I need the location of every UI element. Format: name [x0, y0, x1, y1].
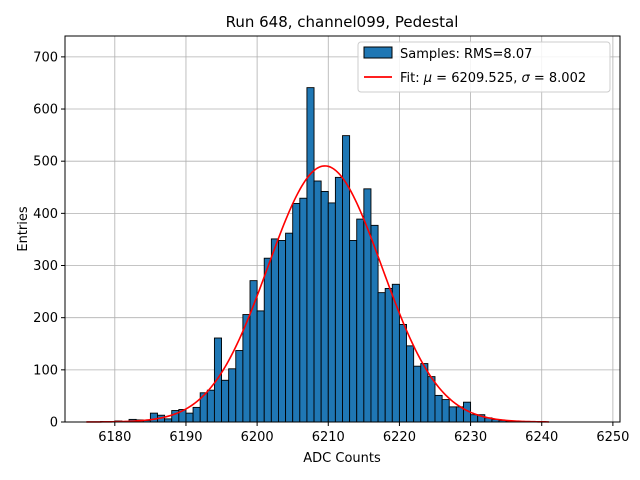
histogram-bar	[228, 368, 237, 423]
plot-frame	[64, 35, 621, 423]
histogram-bar	[263, 257, 272, 423]
y-axis-label: Entries	[16, 206, 31, 252]
fit-curve	[86, 165, 549, 423]
histogram-bar	[299, 197, 308, 423]
x-tick-label: 6230	[454, 430, 487, 445]
y-tick-label: 300	[33, 259, 58, 274]
x-tick-label: 6210	[312, 430, 345, 445]
histogram-bar	[434, 394, 443, 423]
legend-label-fit: Fit: μ = 6209.525, σ = 8.002	[400, 71, 586, 86]
histogram-bar	[306, 87, 315, 423]
histogram-bar	[398, 324, 407, 423]
y-axis-ticks: 0 100 200 300 400 500 600 700	[33, 50, 65, 431]
histogram-bar	[149, 412, 158, 423]
histogram-bar	[221, 379, 230, 423]
histogram-bar	[206, 389, 215, 423]
legend-box	[357, 41, 611, 93]
histogram-bar	[313, 180, 322, 423]
y-tick-label: 400	[33, 207, 58, 222]
histogram-bar	[455, 406, 464, 423]
y-tick-label: 200	[33, 311, 58, 326]
histogram-bar	[256, 310, 265, 423]
chart-title: Run 648, channel099, Pedestal	[226, 13, 459, 31]
histogram-bar	[192, 406, 201, 423]
legend: Samples: RMS=8.07 Fit: μ = 6209.525, σ =…	[357, 41, 611, 93]
histogram-bar	[334, 176, 343, 423]
histogram-bar	[213, 337, 222, 423]
histogram-bar	[320, 190, 329, 423]
histogram-bar	[278, 240, 287, 423]
x-axis-label: ADC Counts	[303, 451, 381, 466]
histogram-bar	[406, 345, 415, 423]
histogram-bar	[349, 240, 358, 423]
y-tick-label: 500	[33, 155, 58, 170]
x-axis-ticks: 6180 6190 6200 6210 6220 6230 6240 6250	[98, 422, 629, 445]
legend-label-samples: Samples: RMS=8.07	[400, 47, 532, 62]
histogram-bar	[441, 399, 450, 423]
histogram-bar	[185, 412, 194, 423]
y-tick-label: 700	[33, 50, 58, 65]
histogram-bar	[292, 202, 301, 423]
histogram-bar	[356, 218, 365, 423]
x-tick-label: 6190	[169, 430, 202, 445]
histogram-bar	[235, 350, 244, 423]
histogram-bar	[420, 363, 429, 423]
histogram-bar	[413, 365, 422, 423]
legend-swatch-samples	[363, 46, 393, 59]
y-tick-label: 600	[33, 103, 58, 118]
histogram-bar	[270, 238, 279, 423]
histogram-bar	[327, 202, 336, 423]
histogram-bars	[100, 87, 536, 423]
histogram-bar	[384, 288, 393, 423]
y-tick-label: 0	[50, 416, 58, 431]
histogram-bar	[285, 232, 294, 423]
histogram-bar	[427, 376, 436, 423]
histogram-bar	[249, 280, 258, 423]
histogram-bar	[470, 414, 479, 423]
histogram-bar	[448, 406, 457, 423]
x-tick-label: 6180	[98, 430, 131, 445]
x-tick-label: 6240	[525, 430, 558, 445]
x-tick-label: 6200	[241, 430, 274, 445]
x-tick-label: 6250	[596, 430, 629, 445]
y-tick-label: 100	[33, 363, 58, 378]
x-tick-label: 6220	[383, 430, 416, 445]
histogram-bar	[377, 292, 386, 423]
